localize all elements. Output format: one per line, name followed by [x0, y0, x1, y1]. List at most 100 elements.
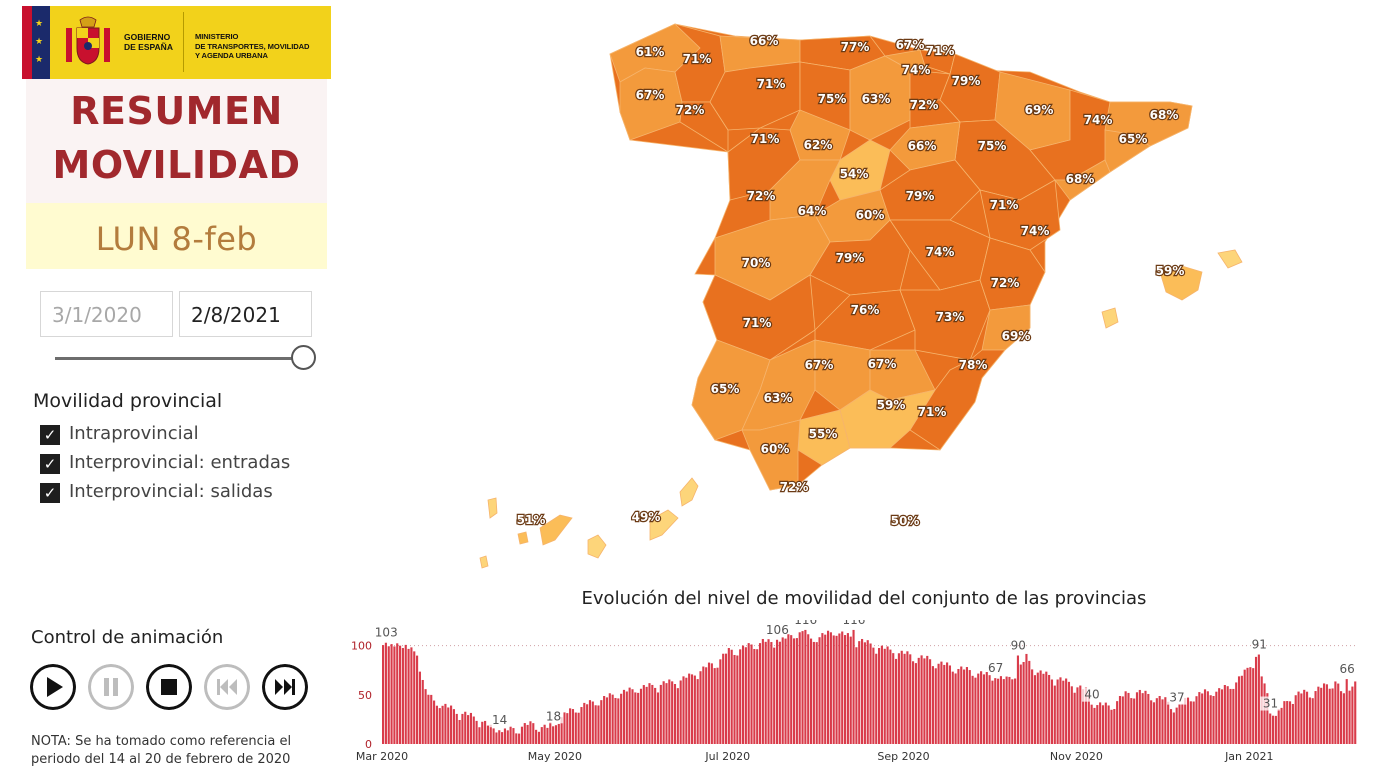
chart-bar[interactable] — [1325, 684, 1328, 744]
chart-bar[interactable] — [710, 663, 713, 744]
chart-bar[interactable] — [957, 669, 960, 744]
chart-bar[interactable] — [982, 674, 985, 744]
chart-bar[interactable] — [580, 707, 583, 744]
spain-mobility-map[interactable]: 61% 71%66% 77% 67% 71%67%72%71%75% 63%74%72%7… — [470, 10, 1270, 575]
chart-bar[interactable] — [727, 648, 730, 744]
chart-bar[interactable] — [807, 634, 810, 744]
chart-bar[interactable] — [1028, 660, 1031, 744]
chart-bar[interactable] — [526, 724, 529, 744]
chart-bar[interactable] — [384, 642, 387, 744]
date-range-slider-handle[interactable] — [291, 345, 316, 370]
chart-bar[interactable] — [537, 731, 541, 744]
chart-bar[interactable] — [614, 697, 617, 744]
chart-bar[interactable] — [444, 703, 447, 744]
chart-bar[interactable] — [1269, 713, 1272, 744]
chart-bar[interactable] — [948, 665, 951, 744]
chart-bar[interactable] — [861, 638, 864, 744]
chart-bar[interactable] — [608, 693, 611, 744]
chart-bar[interactable] — [452, 709, 455, 744]
chart-bar[interactable] — [628, 687, 631, 744]
chart-bar[interactable] — [1172, 712, 1175, 744]
chart-bar[interactable] — [399, 645, 402, 744]
chart-bar[interactable] — [971, 675, 974, 744]
province-shape[interactable] — [1159, 265, 1203, 301]
chart-bar[interactable] — [883, 648, 886, 744]
chart-bar[interactable] — [676, 688, 679, 744]
chart-bar[interactable] — [843, 635, 847, 744]
chart-bar[interactable] — [1226, 686, 1229, 744]
chart-bar[interactable] — [1096, 705, 1099, 744]
chart-bar[interactable] — [1348, 690, 1351, 744]
chart-bar[interactable] — [1048, 674, 1051, 744]
chart-bar[interactable] — [866, 640, 869, 744]
chart-bar[interactable] — [846, 633, 849, 744]
chart-bar[interactable] — [1093, 707, 1096, 744]
chart-bar[interactable] — [461, 713, 464, 744]
chart-bar[interactable] — [965, 667, 968, 744]
chart-bar[interactable] — [951, 671, 954, 744]
chart-bar[interactable] — [1203, 689, 1207, 744]
chart-bar[interactable] — [532, 723, 535, 744]
chart-bar[interactable] — [1351, 686, 1354, 744]
chart-bar[interactable] — [509, 726, 512, 744]
chart-bar[interactable] — [696, 679, 699, 744]
chart-bar[interactable] — [1223, 685, 1226, 744]
chart-bar[interactable] — [878, 648, 881, 744]
chart-bar[interactable] — [648, 683, 651, 744]
chart-bar[interactable] — [690, 674, 694, 744]
chart-bar[interactable] — [886, 646, 889, 744]
chart-bar[interactable] — [597, 705, 600, 744]
chart-bar[interactable] — [1002, 679, 1005, 744]
chart-bar[interactable] — [787, 634, 790, 744]
chart-bar[interactable] — [617, 698, 620, 744]
chart-bar[interactable] — [634, 692, 637, 744]
chart-bar[interactable] — [832, 635, 835, 744]
chart-bar[interactable] — [1130, 698, 1133, 744]
chart-bar[interactable] — [535, 729, 538, 744]
province-shape[interactable] — [539, 514, 573, 546]
chart-bar[interactable] — [912, 661, 915, 744]
chart-bar[interactable] — [1152, 702, 1156, 744]
chart-bar[interactable] — [393, 646, 396, 744]
chart-bar[interactable] — [574, 712, 577, 744]
chart-bar[interactable] — [1314, 691, 1317, 744]
chart-bar[interactable] — [869, 643, 872, 745]
chart-bar[interactable] — [622, 689, 626, 744]
chart-bar[interactable] — [1062, 680, 1065, 744]
chart-bar[interactable] — [764, 641, 767, 744]
chart-bar[interactable] — [1178, 704, 1181, 744]
chart-bar[interactable] — [401, 648, 404, 744]
province-shape[interactable] — [1101, 307, 1119, 329]
province-shape[interactable] — [1217, 249, 1243, 269]
chart-bar[interactable] — [685, 677, 688, 744]
province-shape[interactable] — [479, 555, 489, 569]
chart-bar[interactable] — [1175, 707, 1178, 744]
chart-bar[interactable] — [1065, 678, 1068, 744]
chart-bar[interactable] — [943, 664, 946, 744]
chart-bar[interactable] — [620, 693, 623, 744]
chart-bar[interactable] — [1150, 700, 1153, 744]
province-shape[interactable] — [1104, 129, 1151, 173]
chart-bar[interactable] — [790, 635, 793, 744]
chart-bar[interactable] — [407, 648, 410, 744]
chart-bar[interactable] — [1220, 689, 1224, 744]
chart-bar[interactable] — [826, 630, 830, 744]
chart-bar[interactable] — [1158, 696, 1161, 744]
chart-bar[interactable] — [1053, 685, 1056, 744]
chart-bar[interactable] — [880, 645, 883, 744]
play-button[interactable] — [30, 664, 76, 710]
chart-bar[interactable] — [441, 705, 444, 744]
chart-bar[interactable] — [852, 629, 855, 744]
chart-bar[interactable] — [665, 683, 668, 744]
mobility-evolution-chart[interactable]: 103 14 18 106 116 116 67 90 40 37 91 31 66 0 50 100 Mar… — [340, 620, 1380, 772]
chart-bar[interactable] — [435, 705, 438, 744]
chart-bar[interactable] — [489, 724, 492, 744]
chart-bar[interactable] — [1138, 689, 1141, 744]
chart-bar[interactable] — [1161, 699, 1164, 744]
chart-bar[interactable] — [1263, 683, 1266, 744]
province-shape[interactable] — [709, 61, 801, 131]
chart-bar[interactable] — [557, 723, 560, 744]
chart-bar[interactable] — [994, 678, 997, 744]
chart-bar[interactable] — [1311, 698, 1314, 744]
chart-bar[interactable] — [498, 730, 501, 744]
